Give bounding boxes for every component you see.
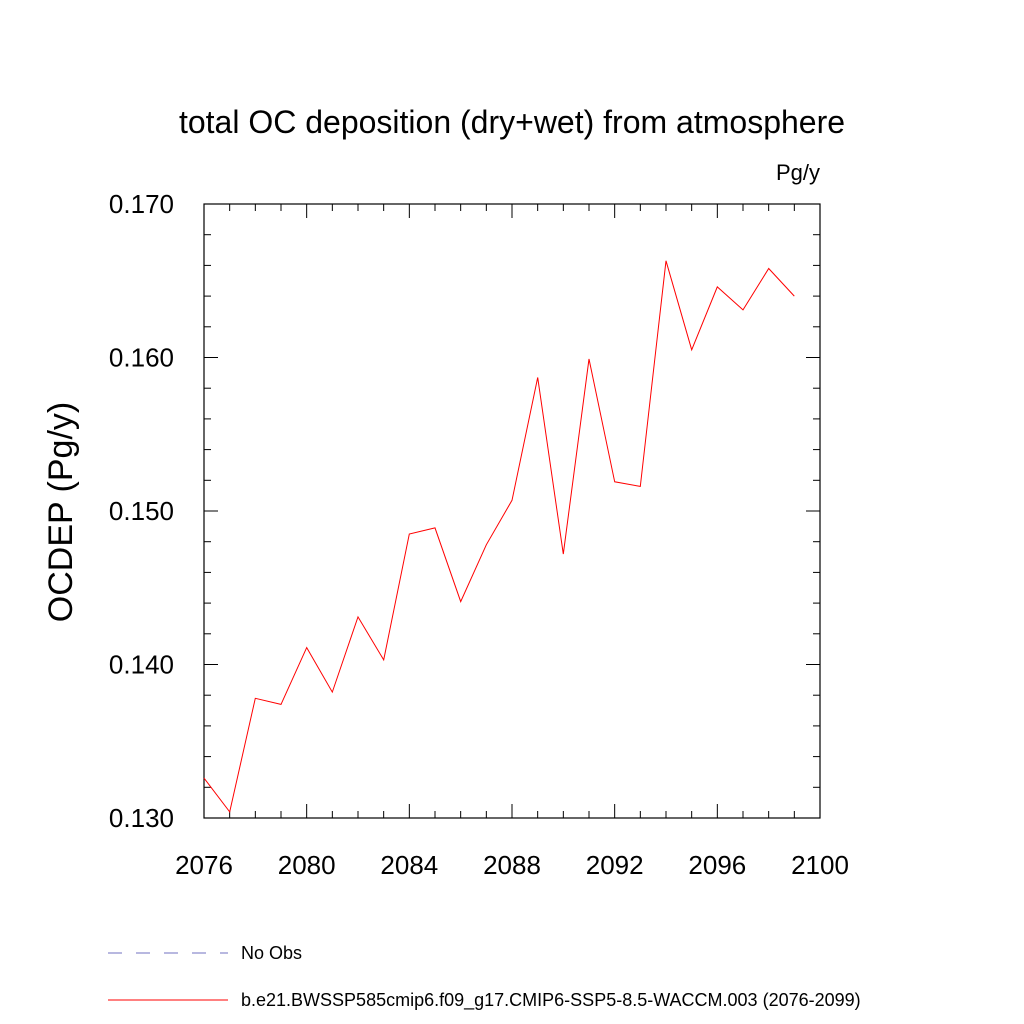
x-tick-label: 2080 — [278, 850, 336, 880]
y-tick-label: 0.130 — [109, 803, 174, 833]
x-tick-label: 2100 — [791, 850, 849, 880]
y-tick-label: 0.140 — [109, 650, 174, 680]
chart-title: total OC deposition (dry+wet) from atmos… — [179, 104, 845, 140]
legend-label: b.e21.BWSSP585cmip6.f09_g17.CMIP6-SSP5-8… — [241, 990, 861, 1011]
legend: No Obs b.e21.BWSSP585cmip6.f09_g17.CMIP6-… — [108, 943, 861, 1011]
x-tick-label: 2088 — [483, 850, 541, 880]
x-tick-label: 2092 — [586, 850, 644, 880]
y-tick-label: 0.160 — [109, 343, 174, 373]
series-layer — [203, 260, 795, 814]
legend-label: No Obs — [241, 943, 302, 963]
y-axis-label: OCDEP (Pg/y) — [42, 402, 80, 622]
tick-labels: 2076 2080 2084 2088 2092 2096 2100 0.130 0.140 0.… — [109, 189, 849, 880]
x-tick-label: 2084 — [380, 850, 438, 880]
x-tick-label: 2096 — [688, 850, 746, 880]
series-line — [203, 260, 795, 814]
y-tick-label: 0.170 — [109, 189, 174, 219]
y-tick-label: 0.150 — [109, 496, 174, 526]
x-tick-label: 2076 — [175, 850, 233, 880]
units-label: Pg/y — [776, 160, 820, 185]
axes — [203, 203, 821, 819]
